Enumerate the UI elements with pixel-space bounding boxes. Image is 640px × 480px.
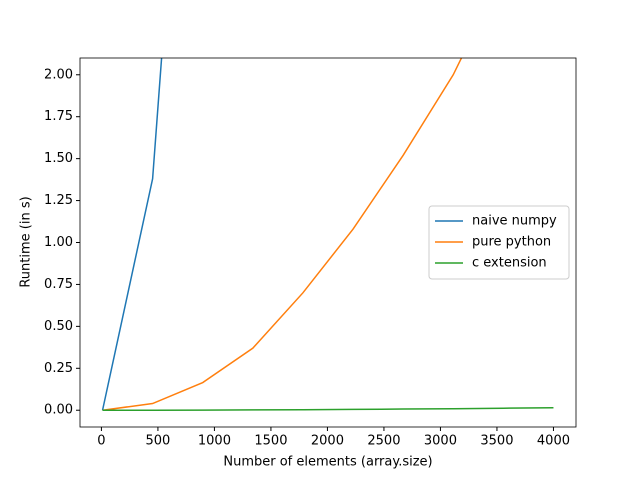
y-tick-label: 0.50: [44, 319, 73, 334]
plot-area: [101, 58, 554, 411]
legend-label: pure python: [472, 235, 551, 250]
x-axis-label: Number of elements (array.size): [223, 455, 432, 470]
y-tick-label: 0.25: [44, 361, 73, 376]
legend-label: c extension: [472, 256, 547, 271]
series-line: [102, 406, 554, 411]
y-tick-label: 1.00: [44, 235, 73, 250]
x-tick-label: 2500: [367, 434, 400, 449]
y-tick-label: 2.00: [44, 67, 73, 82]
series-line: [102, 58, 463, 411]
legend-box: [428, 205, 570, 280]
x-tick-label: 1500: [254, 434, 287, 449]
x-tick-label: 4000: [537, 434, 570, 449]
legend: naive numpy pure python c extension: [428, 205, 570, 280]
series-line: [101, 58, 163, 411]
y-tick-label: 0.00: [44, 403, 73, 418]
y-tick-label: 0.75: [44, 277, 73, 292]
plot-frame: [79, 57, 577, 428]
x-tick-label: 0: [97, 434, 105, 449]
x-tick-label: 2000: [311, 434, 344, 449]
y-tick-label: 1.50: [44, 151, 73, 166]
y-axis-label: Runtime (in s): [19, 196, 34, 287]
legend-label: naive numpy: [472, 214, 557, 229]
x-tick-label: 3000: [424, 434, 457, 449]
y-tick-label: 1.75: [44, 109, 73, 124]
x-tick-label: 500: [146, 434, 171, 449]
x-tick-label: 1000: [198, 434, 231, 449]
y-tick-label: 1.25: [44, 193, 73, 208]
x-tick-label: 3500: [480, 434, 513, 449]
